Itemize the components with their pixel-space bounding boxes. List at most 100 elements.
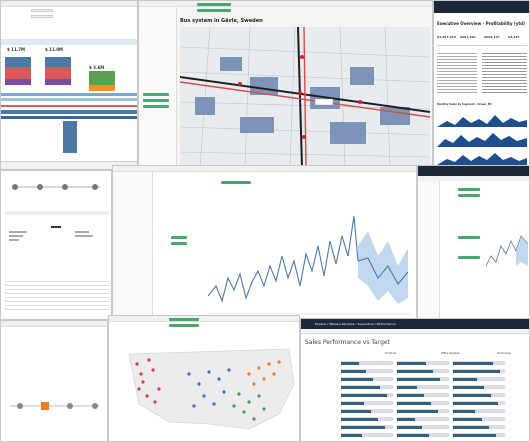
shelf-pill[interactable] bbox=[458, 188, 480, 191]
bar-segment[interactable] bbox=[89, 71, 115, 85]
text-block bbox=[437, 53, 477, 95]
dashboard-tile-kpis[interactable]: $ 11.7M $ 11.0M $ 3.6M bbox=[0, 0, 138, 170]
flow-diagram[interactable] bbox=[5, 175, 109, 199]
toolbar bbox=[113, 166, 416, 172]
rows-pill[interactable] bbox=[197, 9, 231, 12]
actual-bar[interactable] bbox=[341, 401, 364, 405]
actual-bar[interactable] bbox=[453, 393, 491, 397]
rows-pill[interactable] bbox=[169, 324, 199, 327]
actual-bar[interactable] bbox=[341, 393, 387, 397]
actual-bar[interactable] bbox=[341, 361, 359, 365]
actual-bar[interactable] bbox=[453, 361, 493, 365]
hbar[interactable] bbox=[9, 239, 19, 241]
actual-bar[interactable] bbox=[397, 385, 417, 389]
marks-pill[interactable] bbox=[143, 105, 169, 108]
actual-bar[interactable] bbox=[397, 433, 429, 437]
columns-pill[interactable] bbox=[169, 318, 199, 321]
actual-bar[interactable] bbox=[453, 417, 482, 421]
bus-route-map[interactable] bbox=[180, 27, 430, 167]
actual-bar[interactable] bbox=[341, 425, 385, 429]
dashboard-tile-us-map[interactable] bbox=[108, 315, 300, 442]
table-grid bbox=[5, 281, 109, 311]
actual-bar[interactable] bbox=[453, 425, 489, 429]
shelf-pill[interactable] bbox=[458, 236, 480, 239]
target-bar[interactable] bbox=[453, 377, 505, 381]
actual-bar[interactable] bbox=[453, 377, 477, 381]
actual-bar[interactable] bbox=[397, 361, 426, 365]
actual-bar[interactable] bbox=[397, 377, 440, 381]
dashboard-tile-flow-table[interactable] bbox=[0, 170, 112, 320]
hbar[interactable] bbox=[75, 231, 89, 233]
shelf-pill[interactable] bbox=[458, 256, 480, 259]
kpi-value: $4,897,213 bbox=[437, 35, 456, 39]
filter-box[interactable] bbox=[31, 9, 53, 12]
breadcrumb[interactable]: Explore / Tableau Samples / Superstore /… bbox=[315, 322, 396, 326]
dashboard-tile-right-panel[interactable] bbox=[417, 165, 530, 320]
bar-segment[interactable] bbox=[5, 57, 31, 67]
dashboard-tile-sales-performance[interactable]: Explore / Tableau Samples / Superstore /… bbox=[300, 318, 530, 442]
dashboard-tile-flow-bottom[interactable] bbox=[0, 320, 108, 442]
exec-title: Executive Overview - Profitability (ytd) bbox=[437, 21, 525, 26]
hbar[interactable] bbox=[9, 231, 27, 233]
bar-segment[interactable] bbox=[45, 79, 71, 85]
process-flow-icon[interactable] bbox=[5, 391, 105, 421]
target-bar[interactable] bbox=[341, 433, 393, 437]
kpi-value: $ 11.7M bbox=[7, 47, 26, 52]
target-bar[interactable] bbox=[397, 385, 449, 389]
dashboard-tile-bus-map[interactable]: Bus system in Gävle, Sweden bbox=[138, 0, 433, 170]
table-block bbox=[482, 53, 527, 95]
bar-segment[interactable] bbox=[45, 57, 71, 67]
actual-bar[interactable] bbox=[397, 417, 415, 421]
mini-line-chart[interactable] bbox=[486, 196, 528, 286]
columns-pill[interactable] bbox=[197, 3, 231, 6]
bar-segment[interactable] bbox=[5, 79, 31, 85]
actual-bar[interactable] bbox=[341, 417, 378, 421]
highlight-bar bbox=[51, 226, 61, 228]
actual-bar[interactable] bbox=[453, 385, 484, 389]
detail-band bbox=[1, 98, 137, 101]
dashboard-tile-executive[interactable]: Executive Overview - Profitability (ytd)… bbox=[433, 0, 530, 170]
actual-bar[interactable] bbox=[341, 409, 371, 413]
hbar[interactable] bbox=[75, 235, 93, 237]
line-chart[interactable] bbox=[208, 186, 413, 316]
target-bar[interactable] bbox=[341, 369, 393, 373]
tab-strip bbox=[301, 329, 529, 334]
actual-bar[interactable] bbox=[453, 433, 496, 437]
actual-bar[interactable] bbox=[397, 409, 438, 413]
target-bar[interactable] bbox=[341, 361, 393, 365]
area-chart[interactable] bbox=[437, 109, 527, 167]
actual-bar[interactable] bbox=[341, 385, 380, 389]
kpi-value: $ 11.0M bbox=[45, 47, 64, 52]
actual-bar[interactable] bbox=[453, 369, 500, 373]
actual-bar[interactable] bbox=[341, 433, 362, 437]
dashboard-tile-line-chart[interactable] bbox=[112, 165, 417, 320]
hbar[interactable] bbox=[9, 235, 23, 237]
map-title: Bus system in Gävle, Sweden bbox=[180, 18, 263, 24]
marks-pill[interactable] bbox=[171, 236, 187, 239]
filter-box[interactable] bbox=[31, 15, 53, 18]
shelf-panel bbox=[139, 7, 177, 169]
us-map[interactable] bbox=[119, 334, 299, 439]
bar-segment[interactable] bbox=[5, 67, 31, 79]
marks-pill[interactable] bbox=[143, 93, 169, 96]
toolbar bbox=[1, 321, 107, 327]
actual-bar[interactable] bbox=[397, 401, 431, 405]
target-bar[interactable] bbox=[397, 425, 449, 429]
toolbar bbox=[1, 1, 137, 7]
marks-pill[interactable] bbox=[143, 99, 169, 102]
actual-bar[interactable] bbox=[453, 409, 475, 413]
marks-pill[interactable] bbox=[171, 242, 187, 245]
actual-bar[interactable] bbox=[397, 393, 424, 397]
actual-bar[interactable] bbox=[453, 401, 498, 405]
target-bar[interactable] bbox=[341, 401, 393, 405]
actual-bar[interactable] bbox=[341, 369, 366, 373]
bar-segment[interactable] bbox=[45, 67, 71, 79]
actual-bar[interactable] bbox=[341, 377, 373, 381]
actual-bar[interactable] bbox=[397, 369, 433, 373]
columns-pill[interactable] bbox=[221, 181, 251, 184]
target-bar[interactable] bbox=[397, 417, 449, 421]
target-bar[interactable] bbox=[453, 409, 505, 413]
shelf-pill[interactable] bbox=[458, 194, 480, 197]
actual-bar[interactable] bbox=[397, 425, 422, 429]
bar-segment[interactable] bbox=[89, 85, 115, 91]
